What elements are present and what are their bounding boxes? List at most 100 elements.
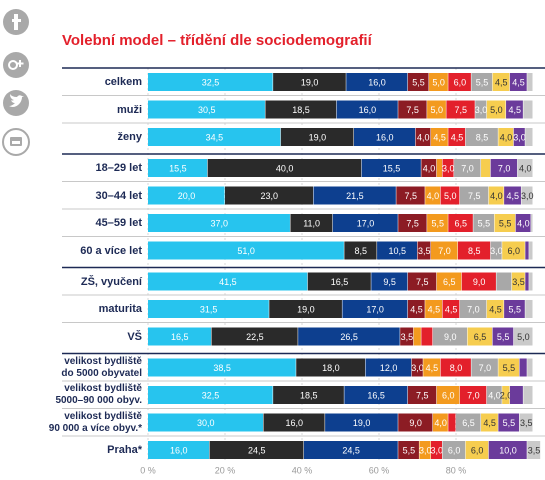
bar-segment (430, 441, 443, 459)
bar-segment (523, 386, 533, 404)
value-label: 9,5 (383, 277, 396, 287)
bar-segment (429, 73, 448, 91)
bar-segment (448, 73, 471, 91)
value-label: 3,0 (411, 363, 424, 373)
value-label: 7,0 (467, 304, 480, 314)
value-label: 7,0 (479, 363, 492, 373)
value-label: 17,0 (357, 218, 375, 228)
bar-segment (425, 186, 441, 205)
icon-glyph (9, 94, 24, 107)
bar-segment (521, 186, 533, 205)
bar-segment (525, 272, 529, 291)
bar-segment (280, 128, 354, 146)
bar-segment (325, 413, 398, 432)
bar-segment (504, 300, 525, 318)
bar-segment (269, 300, 342, 318)
value-label: 6,5 (474, 332, 487, 342)
bar-segment (498, 413, 520, 432)
bar-segment (148, 327, 212, 346)
bar-segment (207, 159, 362, 177)
bar-segment (344, 386, 408, 404)
category-label: ženy (117, 131, 142, 143)
value-label: 5,5 (412, 77, 425, 87)
value-label: 5,5 (476, 77, 489, 87)
bar-segment (332, 214, 398, 232)
bar-segment (427, 214, 448, 232)
value-label: 16,0 (359, 105, 377, 115)
bar-segment (148, 214, 290, 232)
value-label: 3,0 (490, 246, 503, 256)
value-label: 4,0 (500, 132, 513, 142)
bar-segment (398, 413, 433, 432)
value-label: 5,5 (503, 418, 516, 428)
value-label: 32,5 (202, 77, 220, 87)
bar-segment (225, 186, 314, 205)
x-tick-label: 60 % (369, 465, 390, 475)
bar-segment (273, 73, 346, 91)
bar-segment (525, 128, 533, 146)
value-label: 16,0 (170, 445, 188, 455)
value-label: 3,0 (475, 105, 488, 115)
value-label: 16,5 (331, 277, 349, 287)
bar-segment (436, 159, 443, 177)
bar-segment (467, 327, 493, 346)
value-label: 4,5 (445, 304, 458, 314)
bar-segment (509, 73, 527, 91)
bar-segment (148, 241, 344, 260)
bar-segment (492, 327, 514, 346)
x-tick-label: 80 % (446, 465, 467, 475)
bar-segment (415, 128, 431, 146)
value-label: 7,0 (467, 390, 480, 400)
bar-segment (430, 128, 448, 146)
value-label: 5,5 (431, 218, 444, 228)
bar-segment (517, 159, 533, 177)
value-label: 18,5 (292, 105, 310, 115)
category-label: 18–29 let (95, 162, 142, 174)
value-label: 5,5 (478, 218, 491, 228)
bar-segment (407, 272, 437, 291)
value-label: 4,5 (507, 191, 520, 201)
bar-segment (527, 441, 541, 459)
value-label: 7,0 (438, 246, 451, 256)
bar-segment (307, 272, 371, 291)
value-label: 24,5 (248, 445, 266, 455)
category-label: velikost bydliště do 5000 obyvatel (61, 355, 142, 379)
bar-segment (525, 300, 533, 318)
value-label: 7,5 (468, 191, 481, 201)
category-label: velikost bydliště 90 000 a více obyv.* (48, 410, 142, 434)
bar-segment (398, 441, 419, 459)
bar-segment (471, 358, 498, 377)
bar-segment (509, 386, 523, 404)
value-label: 5,0 (490, 105, 503, 115)
category-label: 60 a více let (80, 244, 142, 257)
bar-segment (371, 272, 408, 291)
bar-segment (148, 100, 265, 119)
chart-title: Volební model – třídění dle sociodemogra… (62, 32, 373, 49)
value-label: 30,5 (198, 105, 216, 115)
value-label: 19,0 (309, 132, 327, 142)
value-label: 18,0 (322, 363, 340, 373)
bar-segment (407, 386, 437, 404)
bar-segment (148, 159, 208, 177)
value-label: 5,0 (432, 77, 445, 87)
value-label: 5,0 (430, 105, 443, 115)
value-label: 6,0 (507, 246, 520, 256)
bar-segment (148, 441, 210, 459)
value-label: 4,0 (417, 132, 430, 142)
bar-segment (496, 272, 512, 291)
bar-segment (398, 214, 427, 232)
bar-segment (486, 386, 502, 404)
category-label: Praha* (107, 444, 142, 456)
bar-segment (492, 73, 510, 91)
bar-segment (486, 300, 504, 318)
bar-segment (425, 300, 443, 318)
value-label: 10,5 (389, 246, 407, 256)
bar-segment (413, 327, 421, 346)
value-label: 8,5 (468, 246, 481, 256)
value-label: 24,5 (342, 445, 360, 455)
value-label: 4,5 (426, 363, 439, 373)
value-label: 5,5 (503, 363, 516, 373)
category-label: velikost bydliště 5000–90 000 obyv. (55, 383, 142, 406)
value-label: 6,5 (455, 218, 468, 228)
bar-segment (342, 300, 408, 318)
